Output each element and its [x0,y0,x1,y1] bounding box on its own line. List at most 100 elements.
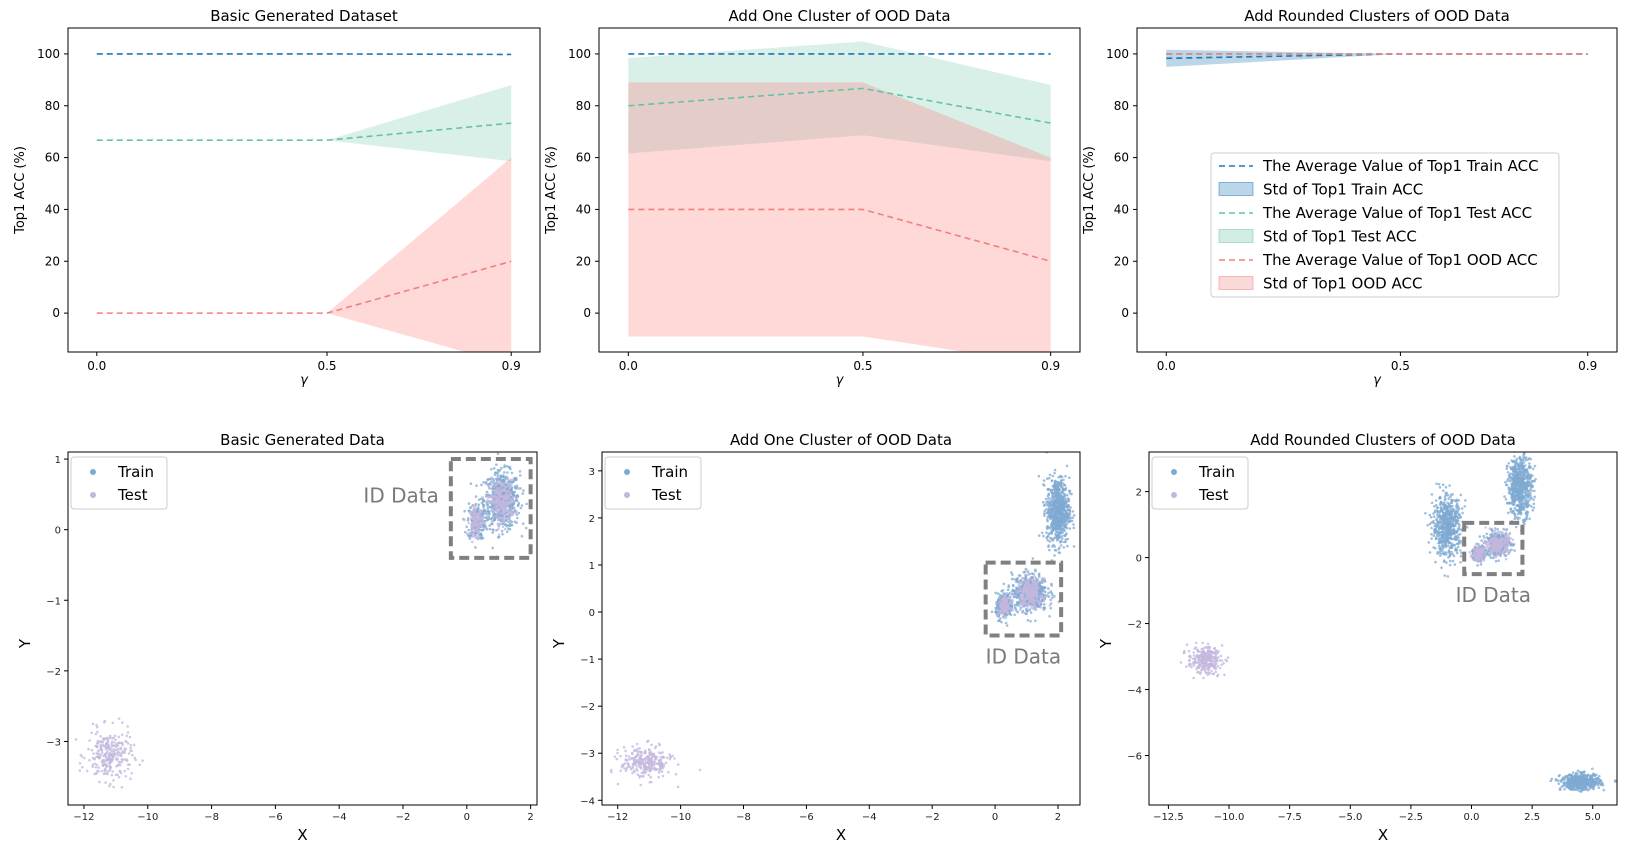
scatter-point [1025,585,1028,589]
scatter-point [514,511,517,514]
scatter-point [1006,588,1010,592]
scatter-point [1029,619,1032,623]
scatter-point [96,769,99,773]
scatter-point [647,759,651,763]
scatter-point [496,481,499,484]
scatter-point [1507,488,1511,491]
scatter-point [1043,603,1046,606]
scatter-point [106,758,110,761]
scatter-point [1062,482,1065,485]
scatter-point [99,745,103,749]
scatter-point [1060,495,1063,499]
scatter-point [1515,504,1518,508]
scatter-point [97,755,100,759]
scatter-point [1449,552,1452,556]
scatter-point [1443,559,1446,562]
y-tick-label: 1 [55,455,61,466]
scatter-point [1531,474,1534,477]
x-axis-label: X [297,826,307,844]
legend-patch-swatch [1218,276,1254,290]
scatter-point [1449,501,1453,504]
scatter-point [1030,584,1033,587]
scatter-point [636,773,640,776]
scatter-point [499,490,502,494]
legend-label: Train [651,463,688,481]
scatter-point [1449,512,1453,516]
scatter-point [517,487,520,491]
scatter-point [1063,518,1067,522]
scatter-point [1003,602,1007,605]
scatter-point [483,522,487,525]
scatter-point [1057,492,1061,496]
scatter-point [674,772,678,776]
scatter-point [1461,511,1464,515]
scatter-point [1516,480,1519,484]
scatter-point [624,749,627,753]
scatter-point [1430,526,1433,530]
scatter-point [1457,533,1460,537]
scatter-point [1059,544,1063,547]
scatter-point [634,760,638,763]
scatter-point [141,759,144,762]
scatter-point [1434,499,1438,502]
scatter-point [660,770,664,773]
scatter-point [506,471,509,474]
x-tick-label: −2 [396,812,411,823]
scatter-point [1052,512,1055,516]
scatter-point [1030,604,1033,607]
scatter-point [496,452,500,456]
scatter-point [1016,594,1019,597]
scatter-point [1015,578,1019,581]
scatter-point [488,524,491,527]
scatter-point [1530,481,1533,485]
scatter-point [1046,527,1049,530]
scatter-point [1430,493,1434,496]
scatter-point [1051,528,1055,531]
scatter-point [1039,603,1043,606]
scatter-point [517,503,520,507]
scatter-point [652,766,656,769]
scatter-point [495,483,498,487]
scatter-point [1514,484,1517,488]
scatter-point [485,516,489,519]
scatter-point [1457,542,1460,546]
scatter-point [1505,464,1509,468]
scatter-point [1435,529,1438,532]
scatter-point [520,534,524,538]
legend-label: Test [117,486,148,504]
scatter-point [1450,522,1454,526]
scatter-point [1442,518,1445,522]
scatter-point [647,763,651,767]
scatter-point [665,756,669,760]
scatter-point [128,763,131,766]
scatter-point [74,738,78,741]
scatter-point [1453,511,1457,515]
scatter-point [1442,552,1446,556]
scatter-point [466,532,469,535]
scatter-point [1053,482,1056,486]
scatter-point [1454,521,1458,524]
scatter-point [120,758,124,761]
scatter-point [501,506,505,509]
scatter-point [79,753,83,757]
scatter-point [102,763,105,767]
scatter-point [1039,606,1042,609]
scatter-point [464,530,467,534]
scatter-point [1059,475,1063,479]
scatter-point [1005,624,1009,627]
cluster-test [1010,568,1051,612]
scatter-point [1022,594,1025,597]
scatter-point [127,752,131,755]
scatter-point [1035,600,1039,603]
scatter-point [1005,599,1009,603]
scatter-point [1069,506,1072,509]
scatter-point [1015,603,1019,607]
scatter-point [104,769,107,772]
scatter-point [1061,487,1065,491]
scatter-point [1066,537,1070,541]
scatter-point [117,775,121,779]
scatter-point [1050,582,1053,586]
scatter-point [1509,467,1513,471]
scatter-point [1527,494,1531,498]
